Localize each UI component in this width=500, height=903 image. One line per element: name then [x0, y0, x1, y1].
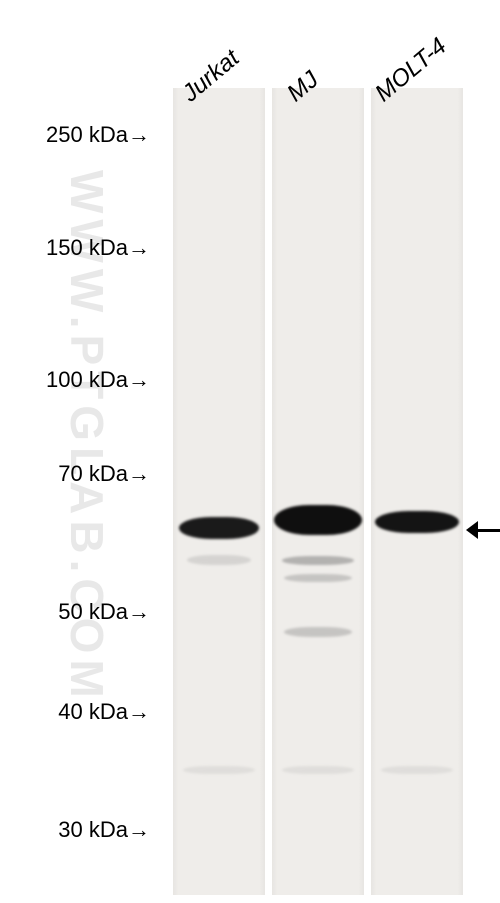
watermark: WWW.PTGLAB.COM: [60, 170, 114, 870]
band: [381, 766, 453, 774]
lane: [371, 88, 463, 895]
mw-label: 40 kDa→: [58, 699, 150, 725]
lane: [173, 88, 265, 895]
mw-label: 50 kDa→: [58, 599, 150, 625]
mw-label-text: 250 kDa→: [46, 122, 150, 147]
band: [282, 766, 354, 774]
mw-label-text: 30 kDa→: [58, 817, 150, 842]
band: [375, 511, 459, 533]
mw-label-text: 70 kDa→: [58, 461, 150, 486]
mw-label: 30 kDa→: [58, 817, 150, 843]
blot-figure: WWW.PTGLAB.COM 250 kDa→ 150 kDa→ 100 kDa→ 7…: [0, 0, 500, 903]
lane: [272, 88, 364, 895]
target-arrow-shaft: [478, 529, 500, 532]
mw-label-text: 100 kDa→: [46, 367, 150, 392]
mw-label: 250 kDa→: [46, 122, 150, 148]
mw-label: 150 kDa→: [46, 235, 150, 261]
mw-label: 70 kDa→: [58, 461, 150, 487]
band: [274, 505, 362, 535]
band: [183, 766, 255, 774]
band: [284, 627, 352, 637]
band: [187, 555, 251, 565]
target-arrow-head: [466, 521, 478, 539]
mw-label-text: 40 kDa→: [58, 699, 150, 724]
band: [179, 517, 259, 539]
band: [282, 556, 354, 565]
band: [284, 574, 352, 582]
mw-label: 100 kDa→: [46, 367, 150, 393]
mw-label-text: 150 kDa→: [46, 235, 150, 260]
mw-label-text: 50 kDa→: [58, 599, 150, 624]
